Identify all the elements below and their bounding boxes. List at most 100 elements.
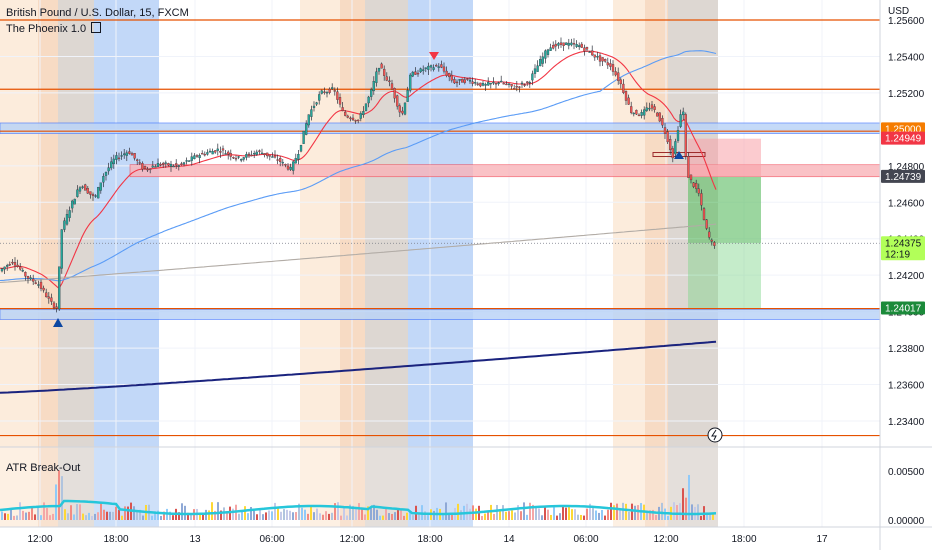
atr-bar bbox=[31, 507, 33, 520]
atr-bar bbox=[76, 504, 78, 520]
atr-bar bbox=[628, 511, 630, 520]
candle-body bbox=[684, 114, 687, 157]
candle-body bbox=[16, 264, 19, 267]
atr-bar bbox=[4, 513, 6, 520]
zone-support bbox=[0, 122, 881, 134]
candle-body bbox=[541, 56, 544, 64]
price-tag-value: 1.24949 bbox=[885, 134, 922, 145]
atr-bar bbox=[400, 509, 402, 520]
candle-body bbox=[364, 103, 368, 111]
atr-bar bbox=[550, 514, 552, 520]
candle-body bbox=[598, 55, 602, 62]
candle-body bbox=[497, 82, 500, 85]
candle-body bbox=[544, 50, 547, 59]
atr-bar bbox=[337, 502, 339, 520]
atr-bar bbox=[403, 515, 405, 520]
atr-bar bbox=[631, 503, 633, 520]
candle-body bbox=[435, 65, 438, 67]
atr-bar bbox=[379, 515, 381, 520]
candle-body bbox=[328, 88, 331, 93]
candle-body bbox=[445, 70, 448, 76]
candle-body bbox=[302, 130, 305, 144]
atr-bar bbox=[16, 515, 18, 520]
indicator-legend[interactable]: The Phoenix 1.0 bbox=[6, 22, 102, 35]
atr-bar bbox=[649, 510, 651, 520]
candle-body bbox=[162, 162, 165, 165]
candle-body bbox=[510, 84, 513, 87]
atr-bar bbox=[298, 503, 300, 520]
candle-body bbox=[489, 82, 492, 85]
candle-body bbox=[19, 266, 22, 270]
atr-bar bbox=[310, 505, 312, 520]
candle-body bbox=[385, 76, 388, 81]
session-column bbox=[94, 0, 159, 447]
countdown-timer: 12:19 bbox=[885, 249, 910, 260]
atr-bar bbox=[487, 510, 489, 520]
candle-body bbox=[268, 155, 271, 157]
atr-bar bbox=[577, 514, 579, 520]
candle-body bbox=[125, 152, 128, 156]
atr-bar bbox=[667, 515, 669, 520]
candle-body bbox=[94, 195, 97, 197]
atr-line bbox=[0, 499, 717, 516]
candle-body bbox=[474, 82, 477, 84]
time-tick-label: 14 bbox=[503, 534, 515, 545]
session-highlights bbox=[0, 0, 718, 527]
candle-body bbox=[630, 106, 633, 113]
atr-bar bbox=[475, 508, 477, 520]
candle-body bbox=[575, 44, 578, 47]
atr-bar bbox=[10, 509, 12, 520]
candle-body bbox=[403, 102, 407, 115]
candle-body bbox=[68, 210, 71, 218]
candle-body bbox=[47, 296, 50, 299]
candle-body bbox=[102, 176, 105, 183]
time-tick-label: 12:00 bbox=[27, 534, 52, 545]
candle-body bbox=[539, 59, 542, 67]
atr-bar bbox=[211, 502, 213, 520]
candle-body bbox=[409, 74, 412, 91]
atr-bar bbox=[151, 515, 153, 520]
candle-body bbox=[60, 229, 63, 269]
session-column bbox=[0, 0, 38, 447]
atr-bar bbox=[229, 506, 231, 520]
price-tag: 1.24949 bbox=[881, 131, 925, 145]
atr-bar bbox=[673, 502, 675, 520]
atr-bar bbox=[562, 505, 564, 520]
atr-bar bbox=[346, 515, 348, 520]
atr-bar bbox=[343, 507, 345, 520]
candle-body bbox=[136, 159, 139, 161]
atr-bar bbox=[610, 502, 612, 520]
atr-bar bbox=[133, 506, 135, 520]
candle-body bbox=[708, 231, 711, 238]
settings-icon[interactable] bbox=[91, 22, 102, 33]
candle-body bbox=[338, 97, 342, 105]
atr-bar bbox=[709, 513, 711, 520]
candle-body bbox=[107, 167, 110, 172]
atr-bar bbox=[319, 513, 321, 520]
atr-bar bbox=[385, 508, 387, 520]
time-tick-label: 17 bbox=[816, 534, 828, 545]
atr-bar bbox=[277, 507, 279, 520]
candle-body bbox=[455, 81, 459, 84]
candle-body bbox=[208, 150, 212, 153]
candle-body bbox=[450, 74, 453, 81]
atr-bar bbox=[22, 510, 24, 520]
candle-body bbox=[206, 152, 209, 155]
candle-body bbox=[549, 47, 552, 51]
replay-icon[interactable] bbox=[707, 427, 723, 443]
candle-body bbox=[458, 79, 461, 81]
candle-body bbox=[414, 71, 417, 75]
candle-body bbox=[32, 278, 35, 282]
candle-body bbox=[536, 65, 539, 72]
candle-body bbox=[325, 92, 329, 94]
candle-body bbox=[393, 88, 396, 99]
candle-body bbox=[63, 220, 66, 230]
time-tick-label: 18:00 bbox=[103, 534, 128, 545]
candle-body bbox=[240, 159, 243, 161]
atr-bar bbox=[322, 514, 324, 520]
atr-bar bbox=[259, 508, 261, 520]
candle-body bbox=[97, 187, 100, 199]
atr-bar bbox=[367, 506, 369, 520]
atr-bar bbox=[691, 504, 693, 520]
